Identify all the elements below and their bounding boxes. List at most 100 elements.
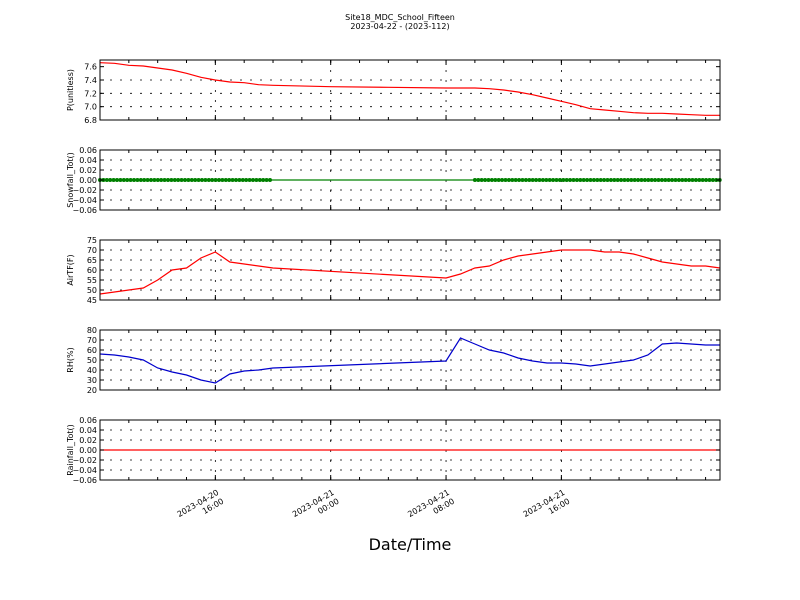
x-tick-label: 2023-04-2108:00 xyxy=(406,488,456,528)
data-point xyxy=(476,178,481,182)
series-line xyxy=(99,62,720,116)
data-point xyxy=(680,178,685,182)
data-point xyxy=(257,178,262,182)
data-point xyxy=(554,178,559,182)
data-point xyxy=(625,178,630,182)
data-point xyxy=(598,178,603,182)
data-point xyxy=(104,178,109,182)
data-point xyxy=(513,178,518,182)
data-point xyxy=(683,178,688,182)
data-point xyxy=(510,178,515,182)
data-point xyxy=(483,178,488,182)
data-point xyxy=(656,178,661,182)
y-axis-label: P(unitless) xyxy=(66,69,75,111)
y-tick-label: 60 xyxy=(87,266,97,275)
data-point xyxy=(622,178,627,182)
data-point xyxy=(588,178,593,182)
data-point xyxy=(520,178,525,182)
data-point xyxy=(602,178,607,182)
data-point xyxy=(615,178,620,182)
data-point xyxy=(159,178,164,182)
data-point xyxy=(649,178,654,182)
data-point xyxy=(612,178,617,182)
data-point xyxy=(506,178,511,182)
data-point xyxy=(240,178,245,182)
data-point xyxy=(687,178,692,182)
data-point xyxy=(517,178,522,182)
x-tick-label: 2023-04-2116:00 xyxy=(522,488,572,528)
data-point xyxy=(547,178,552,182)
data-point xyxy=(489,178,494,182)
y-tick-label: 0.00 xyxy=(79,176,97,185)
data-point xyxy=(523,178,528,182)
data-point xyxy=(155,178,160,182)
y-tick-label: 50 xyxy=(87,356,97,365)
data-point xyxy=(132,178,136,182)
data-point xyxy=(537,178,542,182)
data-point xyxy=(530,178,535,182)
data-point xyxy=(169,178,174,182)
data-point xyxy=(227,178,232,182)
y-tick-label: 0.04 xyxy=(79,156,97,165)
data-point xyxy=(595,178,600,182)
data-point xyxy=(135,178,140,182)
data-point xyxy=(166,178,170,182)
data-point xyxy=(268,178,272,182)
data-point xyxy=(203,178,208,182)
data-point xyxy=(254,178,259,182)
data-point xyxy=(500,178,505,182)
data-point xyxy=(149,178,153,182)
data-point xyxy=(193,178,198,182)
data-point xyxy=(121,178,126,182)
y-tick-label: 7.2 xyxy=(84,89,97,98)
y-tick-label: 20 xyxy=(87,386,97,395)
data-point xyxy=(162,178,167,182)
data-point xyxy=(503,178,508,182)
y-tick-label: −0.02 xyxy=(72,186,97,195)
data-point xyxy=(659,178,664,182)
data-point xyxy=(642,178,647,182)
data-point xyxy=(632,178,637,182)
y-tick-label: 60 xyxy=(87,346,97,355)
panel-1: 6.8 7.0 7.2 7.4 7.6 P(unitless) xyxy=(66,59,721,125)
data-point xyxy=(261,178,266,182)
data-point xyxy=(591,178,596,182)
data-point xyxy=(574,178,579,182)
y-axis-label: AirTF(F) xyxy=(66,254,75,285)
data-point xyxy=(247,178,252,182)
data-point xyxy=(145,178,150,182)
y-tick-label: 45 xyxy=(87,296,97,305)
data-point xyxy=(619,178,624,182)
data-point xyxy=(189,178,194,182)
data-point xyxy=(496,178,501,182)
panel-5: −0.06−0.04−0.020.000.020.040.06 Rainfall_… xyxy=(66,416,721,485)
data-point xyxy=(264,178,269,182)
data-point xyxy=(486,178,491,182)
y-tick-label: 80 xyxy=(87,326,97,335)
data-point xyxy=(213,178,218,182)
data-point xyxy=(118,178,123,182)
data-point xyxy=(186,178,191,182)
data-point xyxy=(108,178,113,182)
y-tick-label: 50 xyxy=(87,286,97,295)
data-point xyxy=(138,178,143,182)
series-line xyxy=(99,249,721,295)
data-point xyxy=(217,178,221,182)
y-tick-label: 0.06 xyxy=(79,146,97,155)
y-tick-label: 40 xyxy=(87,366,97,375)
data-point xyxy=(544,178,549,182)
data-point xyxy=(251,178,255,182)
data-point xyxy=(710,178,715,182)
data-point xyxy=(676,178,681,182)
data-point xyxy=(605,178,610,182)
y-tick-label: −0.06 xyxy=(72,476,97,485)
data-point xyxy=(561,178,566,182)
data-point xyxy=(663,178,668,182)
data-point xyxy=(479,178,484,182)
data-point xyxy=(585,178,590,182)
data-point xyxy=(142,178,147,182)
panel-2: −0.06−0.04−0.020.000.020.040.06 Snowfall_… xyxy=(66,146,722,215)
data-point xyxy=(707,178,712,182)
y-tick-label: 70 xyxy=(87,246,97,255)
data-point xyxy=(646,178,651,182)
